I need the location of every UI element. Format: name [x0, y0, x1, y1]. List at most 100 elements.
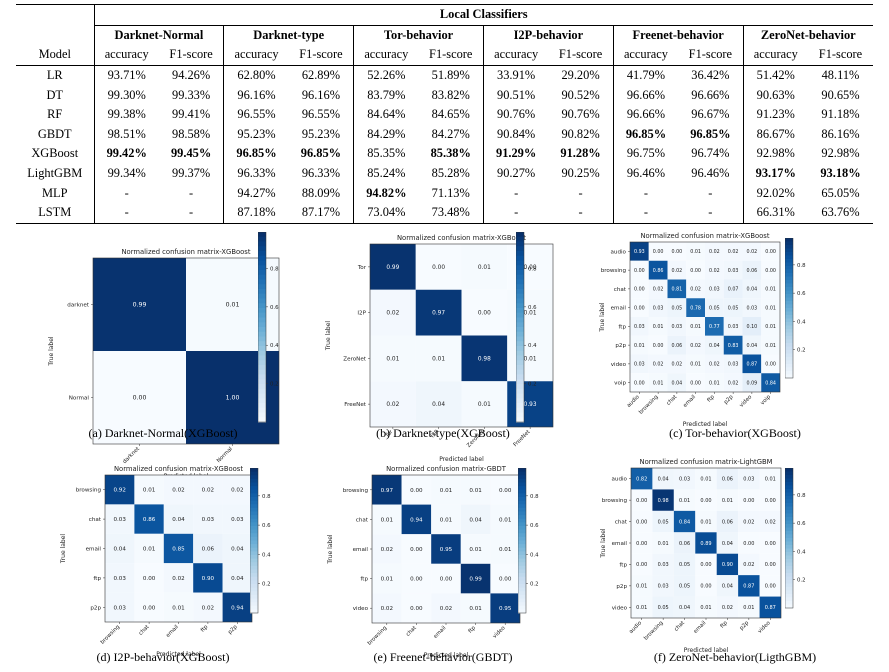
matrix-cell-value: 0.00 [143, 576, 156, 582]
accuracy-cell: 92.98% [742, 144, 808, 164]
f1-score-cell: 36.42% [691, 68, 730, 83]
matrix-cell-value: 0.05 [679, 562, 690, 568]
matrix-cell [507, 381, 553, 427]
matrix-cell [490, 593, 520, 623]
accuracy-cell: 86.67% [742, 124, 808, 145]
matrix-cell [716, 510, 739, 533]
matrix-cell [652, 468, 674, 490]
matrix-cell [759, 575, 781, 597]
accuracy-header: accuracy [742, 45, 808, 66]
matrix-cell-value: 0.00 [653, 343, 664, 349]
matrix-cell [723, 373, 743, 392]
matrix-cell [193, 533, 223, 564]
matrix-cell [631, 489, 653, 511]
matrix-cell [163, 475, 194, 505]
colorbar-tick-label: 0.6 [530, 523, 539, 529]
matrix-cell-value: 0.00 [634, 287, 645, 293]
matrix-cell-value: 0.89 [700, 541, 711, 547]
matrix-cell [630, 279, 649, 299]
y-tick-label: ftp [618, 324, 626, 330]
matrix-cell [686, 279, 705, 299]
matrix-cell-value: 0.83 [728, 343, 739, 349]
accuracy-cell: 96.16% [223, 85, 289, 105]
classifier-header: Darknet-Normal [93, 25, 224, 46]
matrix-cell [673, 510, 696, 533]
matrix-cell [761, 260, 780, 280]
matrix-cell [723, 354, 743, 374]
y-tick-label: chat [356, 517, 369, 523]
f1-score-cell: 96.55% [301, 107, 341, 122]
f1-score-cell: 90.25% [561, 166, 600, 181]
y-tick-label: email [86, 547, 102, 553]
matrix-cell-value: 0.04 [722, 541, 733, 547]
colorbar-tick-label: 0.4 [797, 549, 806, 555]
matrix-cell-value: 0.01 [765, 324, 776, 330]
matrix-cell [705, 260, 724, 280]
matrix-cell [652, 489, 674, 511]
matrix-cell [134, 592, 164, 622]
matrix-cell [105, 475, 135, 505]
matrix-cell-value: 0.06 [722, 476, 733, 482]
matrix-cell [415, 381, 462, 427]
matrix-cell [667, 317, 687, 336]
matrix-cell [738, 468, 760, 490]
matrix-cell-value: 0.04 [722, 584, 733, 590]
colorbar: 0.2 0.4 0.6 0.8 [516, 232, 537, 423]
matrix-cell [673, 468, 696, 490]
matrix-cell [761, 354, 780, 374]
matrix-cell-value: 0.03 [728, 268, 739, 274]
f1-score-cell: 83.82% [431, 87, 470, 102]
matrix-cell-value: 0.00 [765, 498, 776, 504]
matrix-cell [742, 335, 762, 355]
matrix-cell [222, 475, 252, 505]
matrix-cell-value: 0.00 [765, 562, 776, 568]
accuracy-cell: 85.35% [353, 144, 419, 164]
matrix-cell-value: 0.02 [728, 380, 739, 386]
matrix-cell-value: 0.02 [743, 519, 754, 525]
matrix-cell-value: 0.02 [202, 488, 214, 494]
matrix-cell [667, 242, 687, 261]
colorbar: 0.2 0.4 0.6 0.8 [785, 468, 806, 609]
f1-score-cell: 85.38% [430, 146, 471, 161]
matrix-cell-value: 0.04 [672, 380, 683, 386]
matrix-cell-value: 0.01 [469, 488, 482, 494]
matrix-cell [761, 335, 780, 355]
matrix-cell-value: 0.01 [499, 547, 512, 553]
accuracy-cell: 73.04% [353, 202, 419, 224]
matrix-cell [372, 563, 402, 594]
matrix-cell [630, 260, 649, 280]
matrix-cell-value: 0.00 [478, 311, 491, 317]
matrix-cell [490, 475, 520, 505]
matrix-cell [667, 354, 687, 374]
f1-score-cell: 95.23% [301, 126, 341, 141]
matrix-cell-value: 0.02 [672, 268, 683, 274]
matrix-cell-value: 0.03 [728, 362, 739, 368]
x-tick-label: ftp [468, 625, 478, 635]
matrix-cell [648, 317, 668, 336]
f1-score-cell: 90.65% [821, 87, 860, 102]
matrix-cell [686, 317, 705, 336]
model-header: Model [16, 45, 94, 66]
accuracy-cell: 91.23% [742, 104, 808, 125]
matrix-cell [630, 354, 649, 374]
matrix-title: Normalized confusion matrix-XGBoost [114, 465, 243, 473]
matrix-cell [370, 289, 416, 336]
f1-score-cell: 98.58% [172, 126, 211, 141]
matrix-cell-value: 0.01 [478, 402, 491, 408]
matrix-cell-value: 0.01 [478, 265, 491, 271]
matrix-cell-value: 0.05 [658, 605, 669, 611]
x-axis-label: Predicted label [156, 651, 201, 658]
matrix-cell-value: 0.03 [113, 517, 126, 523]
matrix-cell [705, 298, 724, 317]
y-tick-label: email [353, 547, 369, 553]
x-axis-label: Predicted label [684, 647, 729, 654]
matrix-cell-value: 0.00 [432, 265, 445, 271]
matrix-cell-value: 0.03 [113, 576, 126, 582]
matrix-cell-value: 0.00 [440, 577, 453, 583]
matrix-cell [630, 373, 649, 392]
accuracy-cell: 99.38% [93, 104, 159, 125]
f1-score-cell: 85.28% [431, 166, 470, 181]
matrix-cell [461, 289, 508, 336]
x-axis-label: Predicted label [683, 421, 728, 428]
matrix-cell [686, 242, 705, 261]
